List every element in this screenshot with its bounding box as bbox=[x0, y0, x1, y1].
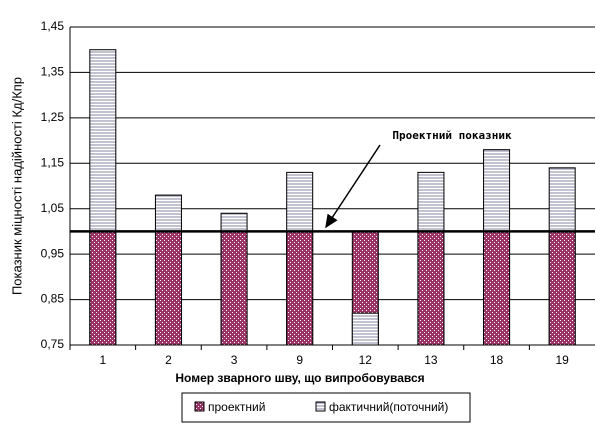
y-tick-label: 0,85 bbox=[41, 292, 65, 306]
legend-swatch bbox=[315, 401, 326, 412]
legend-swatch bbox=[194, 401, 205, 412]
bar bbox=[417, 230, 445, 346]
annotation-arrow bbox=[325, 144, 381, 229]
x-tick-label: 1 bbox=[99, 353, 106, 367]
x-tick-label: 18 bbox=[490, 353, 504, 367]
y-tick-label: 0,95 bbox=[41, 246, 65, 260]
bar bbox=[154, 230, 182, 346]
bar bbox=[483, 230, 511, 346]
x-tick-label: 13 bbox=[424, 353, 438, 367]
annotation: Проектний показник bbox=[392, 129, 512, 142]
x-tick-label: 2 bbox=[165, 353, 172, 367]
y-tick-label: 0,75 bbox=[41, 337, 65, 351]
y-axis-label: Показник міцності надійності Кд/Кпр bbox=[9, 77, 24, 295]
y-tick-label: 1,05 bbox=[41, 201, 65, 215]
y-tick-label: 1,35 bbox=[41, 65, 65, 79]
y-tick-label: 1,45 bbox=[41, 19, 65, 33]
y-tick-label: 1,25 bbox=[41, 110, 65, 124]
legend-label: фактичний(поточний) bbox=[329, 400, 448, 414]
x-tick-label: 19 bbox=[556, 353, 570, 367]
bar bbox=[220, 230, 248, 346]
bar bbox=[89, 230, 117, 346]
x-tick-label: 9 bbox=[296, 353, 303, 367]
bar bbox=[351, 312, 379, 346]
x-axis-label: Номер зварного шву, що випробовувався bbox=[175, 371, 424, 385]
legend-label: проектний bbox=[208, 400, 265, 414]
y-tick-label: 1,15 bbox=[41, 155, 65, 169]
bar bbox=[548, 230, 576, 346]
x-tick-label: 12 bbox=[359, 353, 373, 367]
bar bbox=[286, 230, 314, 346]
x-tick-label: 3 bbox=[231, 353, 238, 367]
legend-box bbox=[181, 392, 471, 423]
